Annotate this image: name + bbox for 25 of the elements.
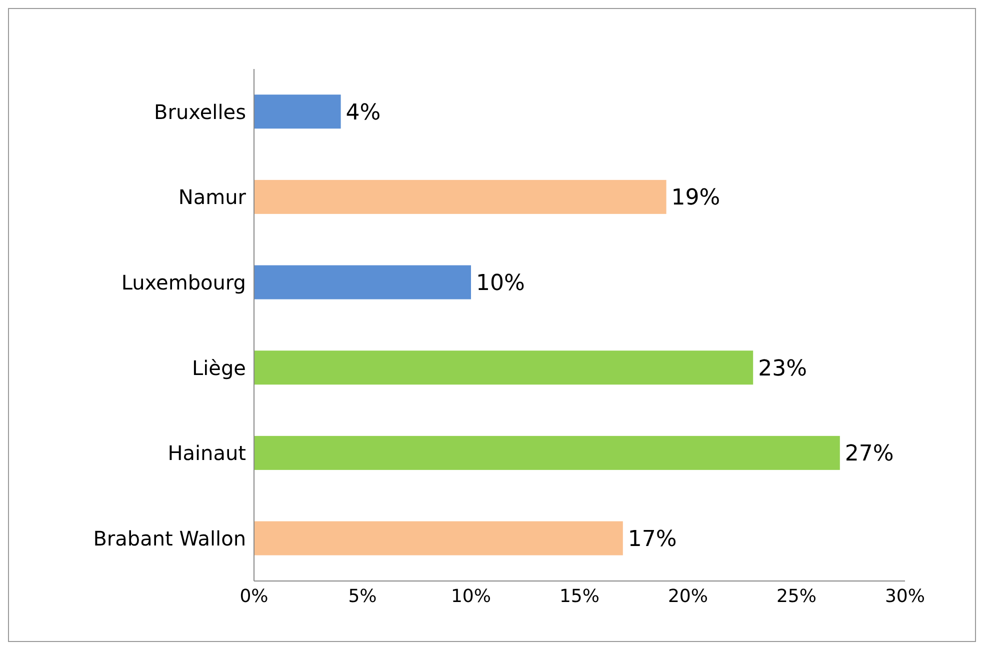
bar — [254, 265, 471, 300]
y-tick-label: Bruxelles — [154, 100, 246, 124]
x-tick-label: 20% — [668, 586, 708, 607]
x-tick-label: 10% — [450, 586, 492, 607]
y-tick-label: Luxembourg — [121, 270, 246, 294]
bar — [254, 521, 623, 556]
bar — [254, 350, 754, 385]
x-tick-label: 5% — [348, 586, 377, 607]
bar — [254, 180, 666, 214]
data-label: 17% — [628, 527, 677, 552]
bar — [254, 436, 840, 470]
data-label: 27% — [844, 442, 894, 467]
data-label: 10% — [476, 271, 525, 296]
data-label: 4% — [346, 100, 381, 126]
x-tick-label: 0% — [240, 586, 268, 607]
x-tick-label: 30% — [884, 586, 926, 607]
x-tick-label: 15% — [559, 586, 600, 607]
y-tick-label: Brabant Wallon — [93, 526, 246, 550]
data-label: 19% — [671, 186, 720, 211]
y-tick-label: Liège — [192, 356, 246, 380]
bar — [254, 94, 341, 129]
y-tick-label: Namur — [178, 185, 247, 210]
data-label: 23% — [758, 356, 808, 382]
x-tick-label: 25% — [776, 586, 817, 607]
y-tick-label: Hainaut — [168, 441, 246, 466]
